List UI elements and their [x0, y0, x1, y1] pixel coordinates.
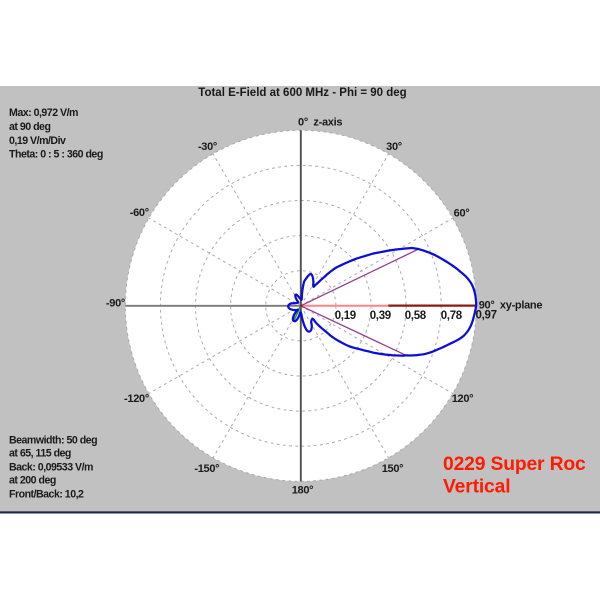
svg-text:0° z-axis: 0° z-axis	[298, 117, 342, 129]
svg-text:-30°: -30°	[198, 141, 217, 153]
svg-text:at 65, 115 deg: at 65, 115 deg	[9, 448, 71, 460]
svg-text:at 200 deg: at 200 deg	[9, 475, 56, 487]
svg-text:180°: 180°	[292, 485, 314, 497]
svg-text:-120°: -120°	[124, 393, 149, 405]
svg-text:150°: 150°	[382, 463, 404, 475]
svg-text:Back: 0,09533 V/m: Back: 0,09533 V/m	[9, 462, 93, 474]
svg-text:-60°: -60°	[130, 207, 149, 219]
svg-text:Front/Back: 10,2: Front/Back: 10,2	[9, 489, 84, 501]
svg-text:-150°: -150°	[194, 463, 219, 475]
svg-text:120°: 120°	[452, 393, 474, 405]
svg-text:Total E-Field at 600 MHz - Phi: Total E-Field at 600 MHz - Phi = 90 deg	[198, 87, 406, 99]
svg-text:Vertical: Vertical	[443, 476, 510, 497]
svg-text:0,19: 0,19	[335, 310, 356, 322]
svg-text:60°: 60°	[454, 208, 470, 220]
svg-text:0,58: 0,58	[405, 310, 427, 322]
svg-text:0229 Super Roc: 0229 Super Roc	[443, 454, 586, 475]
svg-text:0,97: 0,97	[476, 310, 497, 322]
svg-text:90° xy-plane: 90° xy-plane	[479, 299, 543, 311]
svg-text:0,78: 0,78	[441, 310, 463, 322]
svg-text:-90°: -90°	[106, 298, 125, 310]
svg-text:Max: 0,972 V/m: Max: 0,972 V/m	[9, 107, 78, 119]
svg-text:at 90 deg: at 90 deg	[9, 121, 50, 133]
svg-text:0,19 V/m/Div: 0,19 V/m/Div	[9, 135, 66, 147]
svg-text:0,39: 0,39	[370, 310, 391, 322]
svg-text:Beamwidth: 50 deg: Beamwidth: 50 deg	[9, 434, 97, 446]
svg-text:Theta: 0 : 5 : 360 deg: Theta: 0 : 5 : 360 deg	[9, 149, 103, 161]
svg-text:30°: 30°	[386, 141, 402, 153]
